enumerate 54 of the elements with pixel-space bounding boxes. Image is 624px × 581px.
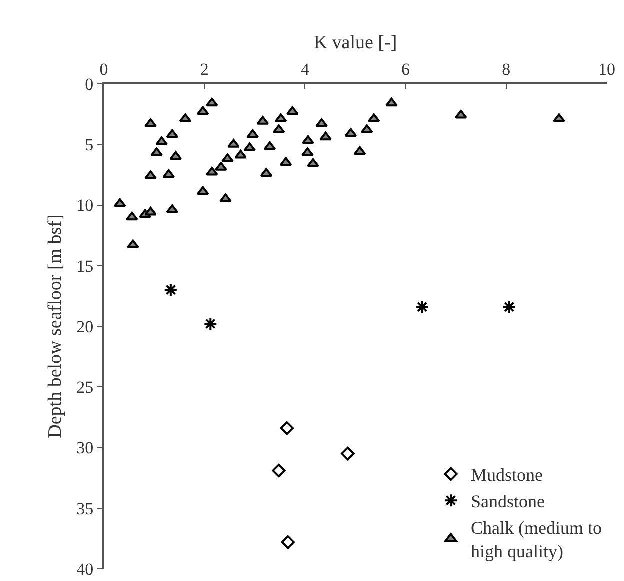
point — [215, 162, 228, 171]
y-tick-label: 10 — [76, 196, 94, 216]
point — [280, 157, 292, 166]
point — [126, 212, 138, 221]
point — [228, 139, 240, 148]
point — [222, 154, 234, 162]
point — [280, 422, 294, 436]
point — [166, 129, 179, 138]
y-tick-label: 5 — [85, 136, 94, 155]
legend-label: Mudstone — [471, 465, 544, 486]
y-tick-label: 35 — [76, 499, 94, 518]
point — [144, 118, 157, 128]
point — [164, 283, 178, 298]
point — [246, 129, 260, 138]
point — [302, 135, 314, 144]
point — [386, 98, 398, 107]
point — [220, 194, 232, 202]
y-tick-label: 30 — [76, 438, 94, 458]
y-tick-label: 25 — [76, 378, 94, 398]
y-tick-label: 0 — [85, 74, 94, 94]
x-tick-label: 4 — [300, 60, 310, 80]
point — [302, 148, 314, 156]
point — [415, 300, 430, 314]
legend-label: Sandstone — [471, 492, 546, 512]
point — [553, 114, 566, 122]
x-tick-label: 2 — [200, 60, 209, 80]
point — [126, 240, 140, 249]
point — [307, 158, 320, 168]
point — [320, 132, 332, 141]
point — [144, 207, 157, 216]
x-tick-label: 0 — [100, 60, 108, 80]
point — [162, 169, 176, 178]
point — [244, 142, 256, 152]
x-axis-title: K value [-] — [314, 32, 398, 54]
x-tick-label: 10 — [598, 60, 616, 80]
x-tick-label: 8 — [502, 60, 511, 80]
point — [341, 446, 355, 461]
point — [204, 317, 218, 332]
point — [502, 300, 516, 314]
point — [281, 535, 295, 550]
point — [144, 170, 157, 180]
point — [196, 186, 210, 196]
y-axis-title: Depth below seafloor [m bsf] — [44, 214, 66, 438]
y-tick-label: 20 — [76, 317, 94, 336]
point — [354, 146, 366, 156]
y-tick-label: 15 — [76, 256, 94, 276]
y-tick-label: 40 — [76, 560, 94, 579]
point — [206, 98, 218, 107]
point — [316, 118, 328, 128]
point — [196, 106, 210, 116]
point — [272, 464, 286, 478]
legend-label: Chalk (medium to high quality) — [471, 518, 602, 562]
point — [286, 106, 299, 116]
x-tick-label: 6 — [402, 60, 410, 80]
